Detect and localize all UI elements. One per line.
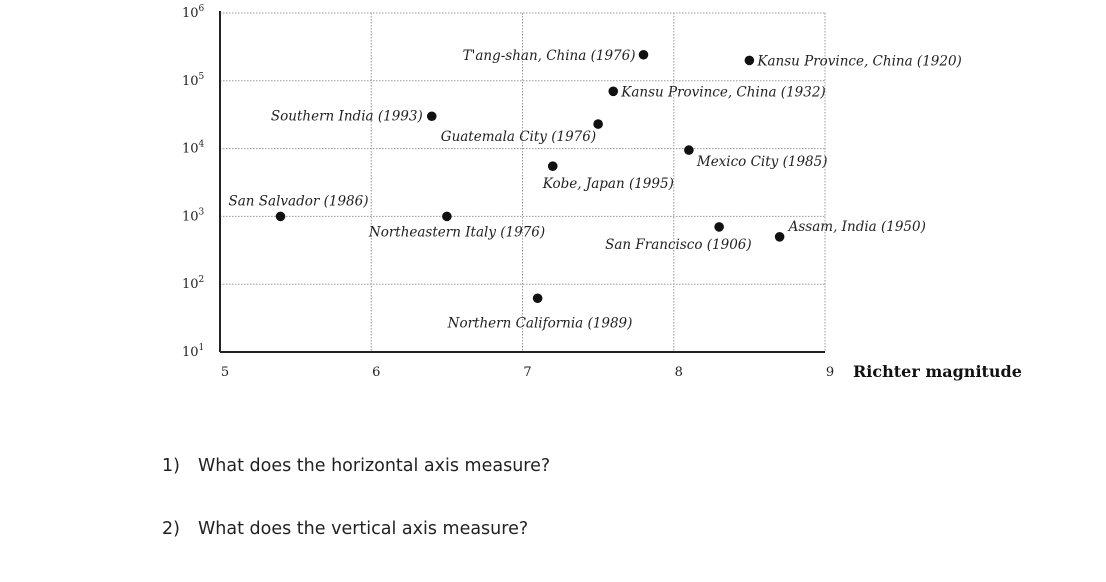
y-tick-labels: 106 105 104 103 102 101 [182, 4, 205, 360]
x-tick-label: 5 [221, 365, 229, 380]
chart-grid [220, 12, 826, 352]
point-label: Southern India (1993) [271, 108, 423, 124]
point-labels: T'ang-shan, China (1976) Kansu Province, … [229, 48, 962, 331]
data-point [532, 293, 543, 304]
y-tick-label: 102 [182, 275, 204, 292]
point-label: Kansu Province, China (1920) [756, 53, 961, 69]
data-point [684, 145, 694, 155]
point-label: San Salvador (1986) [229, 193, 369, 209]
point-label: Kansu Province, China (1932) [620, 84, 825, 100]
point-label: San Francisco (1906) [605, 237, 752, 253]
point-label: Assam, India (1950) [787, 219, 926, 235]
point-label: Northern California (1989) [447, 315, 633, 331]
x-tick-labels: 5 6 7 8 9 [221, 365, 834, 380]
data-point [714, 222, 724, 232]
y-tick-label: 104 [182, 140, 205, 157]
chart-axes [219, 11, 825, 353]
point-label: Northeastern Italy (1976) [368, 224, 545, 240]
point-label: Guatemala City (1976) [441, 129, 596, 145]
point-label: Kobe, Japan (1995) [542, 176, 674, 192]
data-point [608, 86, 619, 97]
data-points [275, 49, 785, 304]
question-1-number: 1) [162, 456, 180, 476]
y-tick-label: 101 [182, 343, 204, 360]
y-tick-label: 106 [182, 4, 205, 21]
point-label: Mexico City (1985) [696, 154, 828, 170]
x-tick-label: 9 [826, 365, 834, 380]
data-point [426, 111, 437, 122]
data-point [774, 232, 785, 242]
x-axis-title: Richter magnitude [853, 362, 1022, 381]
y-tick-label: 105 [182, 72, 205, 89]
point-label: T'ang-shan, China (1976) [463, 48, 636, 64]
question-2: 2) What does the vertical axis measure? [162, 519, 528, 539]
question-1: 1) What does the horizontal axis measure? [162, 456, 550, 476]
data-point [275, 211, 286, 222]
x-tick-label: 7 [523, 365, 531, 380]
question-2-text: What does the vertical axis measure? [198, 519, 529, 539]
data-point [593, 119, 603, 129]
data-point [744, 55, 755, 66]
question-1-text: What does the horizontal axis measure? [198, 456, 551, 476]
x-tick-label: 6 [372, 365, 380, 380]
question-2-number: 2) [162, 519, 180, 539]
data-point [442, 211, 452, 222]
y-tick-label: 103 [182, 207, 205, 224]
x-tick-label: 8 [675, 365, 683, 380]
data-point [547, 161, 558, 172]
data-point [638, 49, 649, 60]
